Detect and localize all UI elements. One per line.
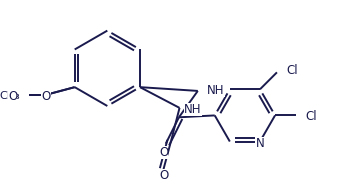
- Text: N: N: [256, 137, 264, 149]
- Text: NH: NH: [184, 103, 202, 116]
- Text: O: O: [159, 146, 168, 159]
- Text: Cl: Cl: [305, 110, 317, 123]
- Text: O: O: [8, 90, 17, 103]
- Text: CH₃: CH₃: [0, 91, 20, 101]
- Text: O: O: [42, 90, 51, 103]
- Text: O: O: [42, 90, 51, 103]
- Text: NH: NH: [207, 84, 225, 97]
- Text: Cl: Cl: [286, 64, 298, 77]
- Text: O: O: [159, 169, 168, 182]
